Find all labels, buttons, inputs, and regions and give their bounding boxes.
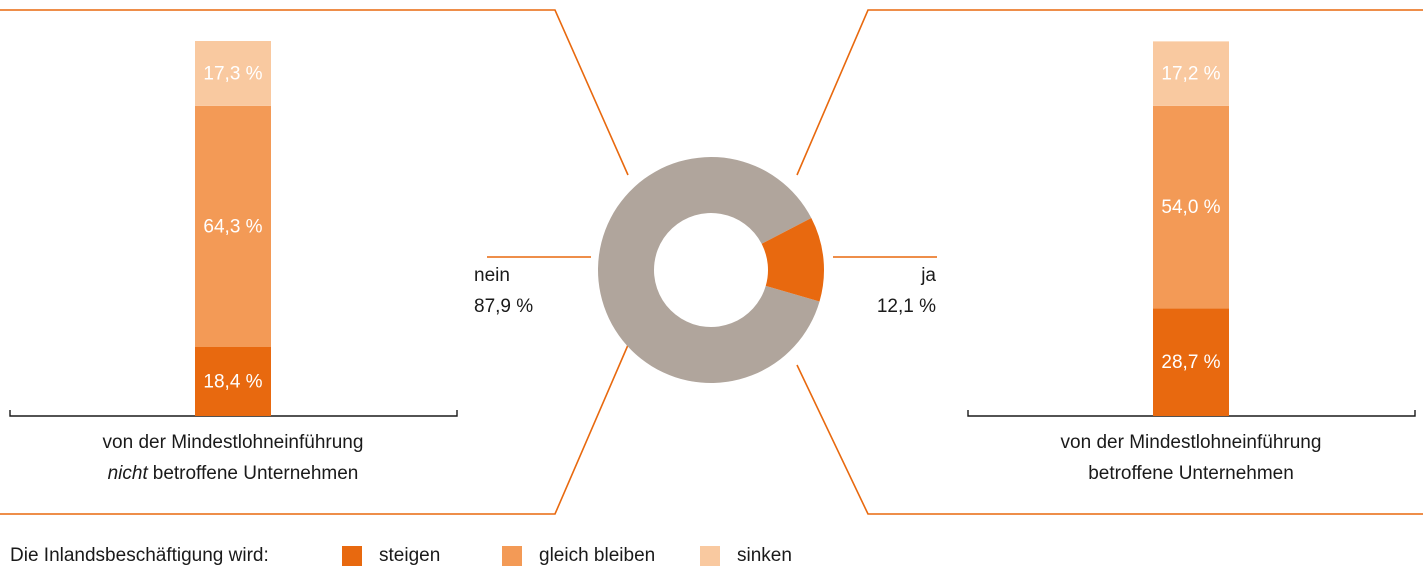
bar-value-label: 64,3 % [203,216,262,237]
legend-label: steigen [379,545,440,566]
legend-label: sinken [737,545,792,566]
bar-segment [1153,308,1229,416]
frame-line [0,344,629,515]
bar-value-label: 17,2 % [1161,64,1220,85]
category-label: von der Mindestlohneinführung [103,432,364,453]
legend-swatch [502,546,522,566]
legend-swatch [700,546,720,566]
category-label: betroffene Unternehmen [1088,463,1294,484]
frame-line [0,9,629,176]
slice-value-label: 12,1 % [877,296,936,317]
bar-value-label: 54,0 % [1161,197,1220,218]
bar-segment [195,105,271,347]
category-label-part: betroffene Unternehmen [153,463,359,484]
bar-segment [1153,105,1229,309]
bar-value-label: 17,3 % [203,63,262,84]
donut-slice [597,156,820,383]
category-label-part: betroffene Unternehmen [1088,463,1294,484]
legend-swatch [342,546,362,566]
slice-label: ja [920,265,936,286]
category-label: von der Mindestlohneinführung [1061,432,1322,453]
bar-value-label: 28,7 % [1161,352,1220,373]
legend-label: gleich bleiben [539,545,655,566]
donut-slice [761,217,824,302]
frame-line [796,9,1423,176]
bar-segment [1153,41,1229,106]
slice-value-label: 87,9 % [474,296,533,317]
frame-line [796,364,1423,515]
bar-segment [195,41,271,106]
bar-segment [195,347,271,416]
legend-title: Die Inlandsbeschäftigung wird: [10,545,269,566]
bar-value-label: 18,4 % [203,372,262,393]
category-label-part: nicht [108,463,149,484]
category-label: nicht betroffene Unternehmen [108,463,359,484]
slice-label: nein [474,265,510,286]
